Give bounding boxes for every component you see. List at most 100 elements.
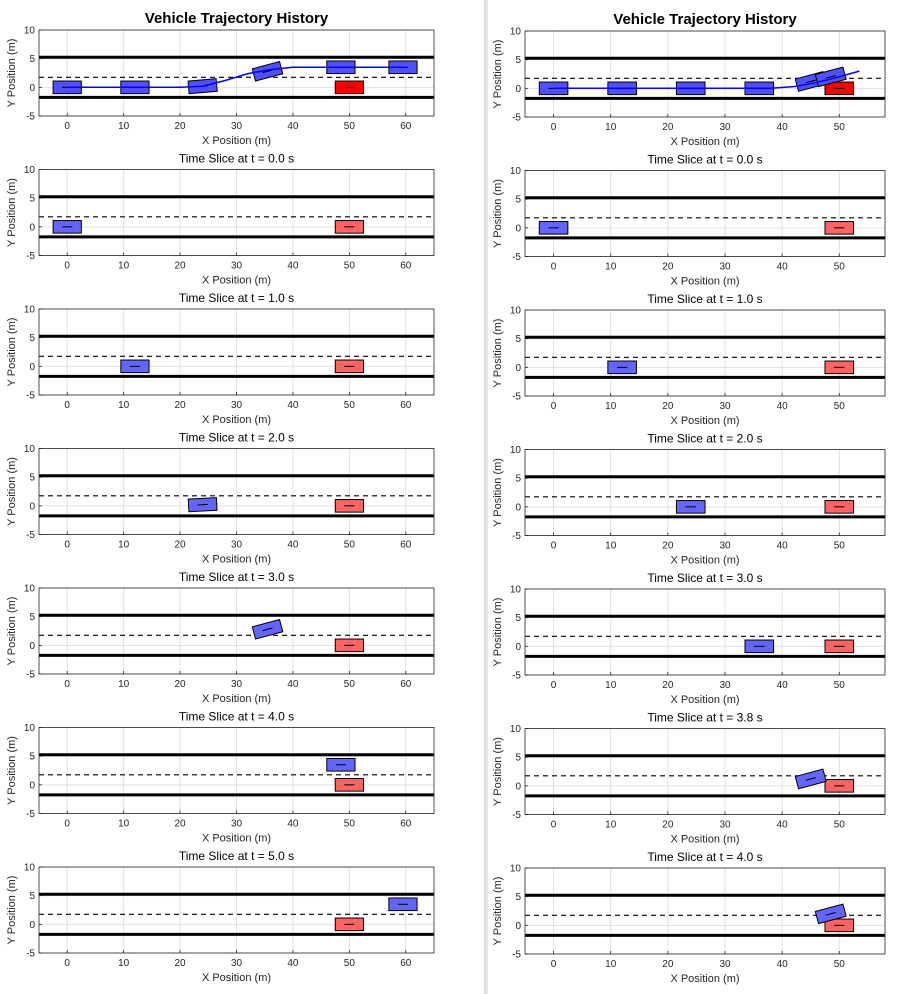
x-tick-label: 40 [777, 820, 789, 831]
y-tick-label: 0 [515, 642, 521, 653]
y-axis-label: Y Position (m) [6, 736, 18, 805]
x-tick-label: 20 [175, 121, 187, 132]
left-figure: Vehicle Trajectory History 0 10 20 30 40 50 60-… [6, 10, 435, 984]
ego-vehicle [675, 500, 706, 514]
x-tick-label: 20 [175, 400, 187, 411]
x-tick-label: 0 [551, 959, 557, 970]
y-tick-label: 0 [515, 502, 521, 513]
y-tick-label: 10 [24, 444, 36, 455]
x-tick-label: 0 [64, 261, 70, 272]
obstacle-vehicle [824, 779, 855, 793]
axes-frame [524, 309, 886, 397]
y-tick-label: 5 [29, 54, 35, 65]
y-tick-label: 10 [510, 27, 522, 38]
y-tick-label: 5 [515, 613, 521, 624]
plot-title: Time Slice at t = 1.0 s [179, 291, 294, 305]
x-tick-label: 50 [344, 400, 356, 411]
x-tick-label: 20 [662, 122, 674, 133]
y-tick-label: 10 [510, 306, 522, 317]
y-tick-label: -5 [26, 391, 35, 402]
x-axis-label: X Position (m) [202, 833, 271, 845]
ego-vehicle-heading-mark [825, 912, 836, 916]
x-tick-label: 40 [287, 400, 299, 411]
plot-area [525, 728, 885, 815]
y-tick-label: 5 [515, 753, 521, 764]
y-tick-label: 5 [515, 892, 521, 903]
x-tick-label: 50 [834, 122, 846, 133]
x-tick-label: 50 [344, 121, 356, 132]
x-tick-label: 60 [400, 819, 412, 830]
x-tick-label: 50 [834, 541, 846, 552]
x-tick-label: 10 [118, 400, 130, 411]
x-tick-label: 10 [118, 958, 130, 969]
y-tick-label: 5 [515, 195, 521, 206]
y-tick-label: -5 [512, 531, 521, 542]
ego-vehicle [251, 618, 284, 640]
plot-panel-right-2: Time Slice at t = 1.0 s 0 10 20 30 40 50 -5 0 5 10… [492, 292, 886, 427]
x-tick-label: 10 [118, 540, 130, 551]
x-tick-label: 10 [118, 121, 130, 132]
x-tick-label: 40 [777, 541, 789, 552]
obstacle-vehicle [334, 359, 364, 374]
ego-vehicle-history-5-heading-mark [825, 75, 836, 79]
plot-title: Time Slice at t = 0.0 s [647, 153, 762, 167]
obstacle-vehicle [824, 360, 855, 375]
plot-title: Time Slice at t = 3.0 s [179, 570, 294, 584]
x-tick-label: 30 [719, 680, 731, 691]
x-tick-label: 50 [344, 819, 356, 830]
plot-title: Time Slice at t = 4.0 s [179, 710, 294, 724]
plot-title: Time Slice at t = 1.0 s [647, 292, 762, 306]
axes-frame [524, 867, 886, 955]
y-tick-label: -5 [512, 950, 521, 961]
y-tick-label: 5 [29, 194, 35, 205]
y-tick-label: 0 [29, 501, 35, 512]
x-axis-label: X Position (m) [670, 973, 739, 985]
y-axis-label: Y Position (m) [492, 598, 504, 667]
x-tick-label: 30 [231, 819, 243, 830]
plot-marks [675, 500, 855, 514]
y-tick-label: 10 [24, 723, 36, 734]
x-tick-label: 10 [605, 401, 617, 412]
x-tick-label: 60 [400, 261, 412, 272]
obstacle-vehicle [334, 499, 364, 513]
y-axis-label: Y Position (m) [492, 458, 504, 527]
plot-marks [607, 360, 855, 375]
ego-trajectory-line [67, 66, 406, 89]
plot-marks [120, 359, 364, 374]
plot-title: Time Slice at t = 2.0 s [179, 431, 294, 445]
x-tick-label: 0 [64, 121, 70, 132]
x-tick-label: 0 [64, 958, 70, 969]
x-tick-label: 50 [834, 401, 846, 412]
x-axis-label: X Position (m) [670, 415, 739, 427]
x-tick-label: 60 [400, 679, 412, 690]
y-tick-label: -5 [512, 113, 521, 124]
x-tick-label: 60 [400, 958, 412, 969]
x-axis-label: X Position (m) [202, 414, 271, 426]
ego-vehicle [388, 897, 418, 912]
y-tick-label: 10 [24, 863, 36, 874]
ego-vehicle-history-4-heading-mark [805, 79, 816, 84]
obstacle-vehicle [824, 918, 855, 933]
plot-panel-right-1: Time Slice at t = 0.0 s 0 10 20 30 40 50 -5 0 5 10… [492, 153, 886, 288]
x-tick-label: 30 [231, 400, 243, 411]
ego-vehicle [814, 903, 847, 925]
axes-frame [524, 588, 886, 676]
x-tick-label: 30 [719, 401, 731, 412]
x-tick-label: 20 [175, 261, 187, 272]
x-tick-label: 60 [400, 400, 412, 411]
plot-panel-left-2: Time Slice at t = 1.0 s 0 10 20 30 40 50 60 -5 0 5… [6, 291, 435, 426]
x-tick-label: 10 [605, 680, 617, 691]
plot-title: Time Slice at t = 5.0 s [179, 849, 294, 863]
y-tick-label: 5 [515, 474, 521, 485]
x-tick-label: 40 [287, 121, 299, 132]
x-tick-label: 30 [231, 958, 243, 969]
x-axis-label: X Position (m) [202, 135, 271, 147]
x-axis-label: X Position (m) [202, 275, 271, 287]
x-tick-label: 30 [719, 262, 731, 273]
x-tick-label: 60 [400, 121, 412, 132]
x-tick-label: 20 [662, 820, 674, 831]
plot-marks [814, 903, 855, 933]
plot-marks [794, 768, 855, 793]
obstacle-vehicle [334, 638, 364, 653]
